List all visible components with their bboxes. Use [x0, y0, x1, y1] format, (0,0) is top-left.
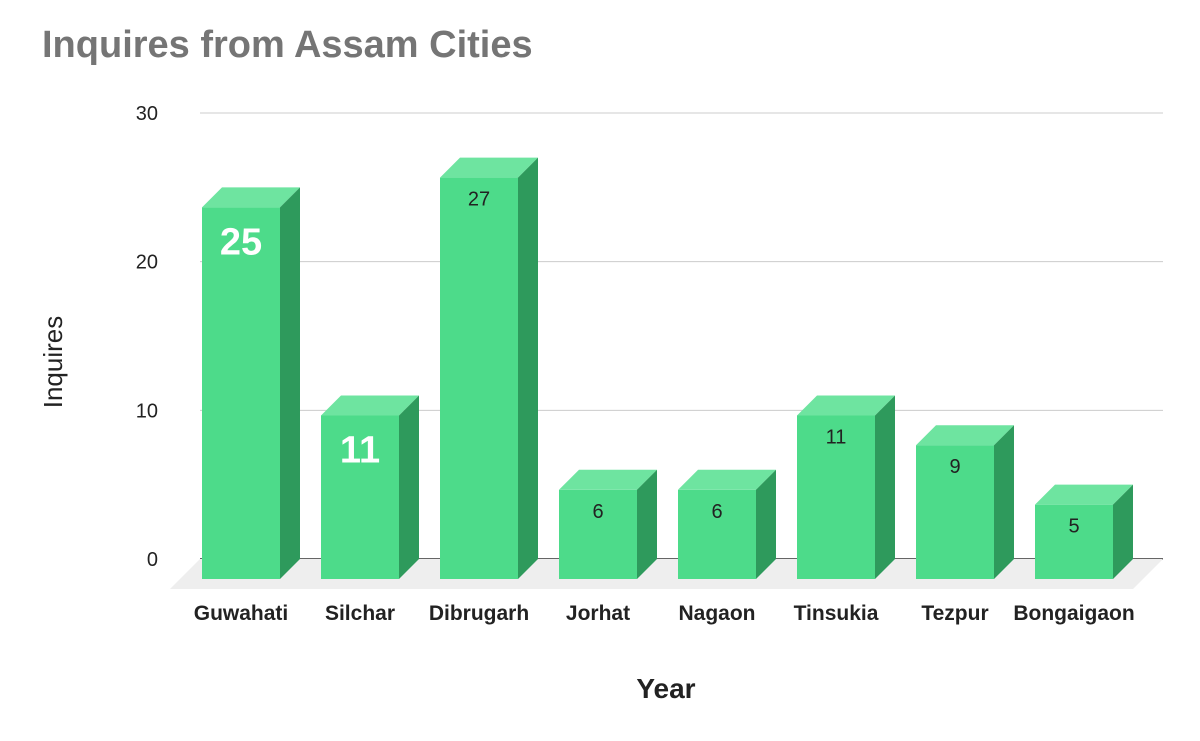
data-label: 11 — [826, 426, 847, 448]
y-tick-label: 10 — [136, 400, 158, 422]
data-label: 9 — [949, 456, 960, 478]
bar-front — [202, 207, 280, 580]
bar — [916, 425, 1014, 579]
data-label: 5 — [1068, 516, 1079, 538]
bar-top — [440, 157, 538, 178]
x-tick-label: Tinsukia — [794, 602, 879, 625]
data-label: 25 — [220, 221, 262, 263]
x-tick-label: Nagaon — [678, 602, 755, 625]
bar — [559, 469, 657, 579]
bars-layer — [202, 157, 1133, 580]
bar — [202, 187, 300, 580]
bar — [797, 395, 895, 579]
bar-front — [321, 415, 399, 579]
data-label: 11 — [340, 429, 380, 471]
y-axis-title: Inquires — [38, 316, 68, 409]
y-tick-label: 20 — [136, 252, 158, 274]
bar — [321, 395, 419, 579]
bar-top — [559, 469, 657, 490]
x-tick-label: Silchar — [325, 602, 395, 625]
bar-side — [280, 187, 300, 580]
bar-top — [916, 425, 1014, 446]
bar-top — [321, 395, 419, 416]
x-tick-label: Bongaigaon — [1013, 602, 1134, 625]
x-tick-label: Dibrugarh — [429, 602, 529, 625]
data-label: 6 — [592, 501, 603, 523]
bar-front — [559, 489, 637, 579]
bar-front — [440, 177, 518, 579]
chart-floor — [170, 559, 1163, 589]
bar-side — [756, 469, 776, 579]
y-tick-label: 0 — [147, 549, 158, 571]
bar-side — [399, 395, 419, 579]
bar — [440, 157, 538, 579]
bar-front — [916, 445, 994, 579]
bar-side — [1113, 484, 1133, 579]
bar-top — [797, 395, 895, 416]
x-tick-label: Tezpur — [921, 602, 988, 625]
bar-front — [1035, 504, 1113, 579]
floor-layer — [170, 559, 1163, 589]
bar-side — [518, 157, 538, 579]
chart-title: Inquires from Assam Cities — [42, 24, 533, 66]
bar — [678, 469, 776, 579]
x-axis-title: Year — [636, 673, 695, 704]
bar-front — [678, 489, 756, 579]
bar-side — [875, 395, 895, 579]
bar-top — [678, 469, 776, 490]
bar-front — [797, 415, 875, 579]
x-tick-label: Jorhat — [566, 602, 630, 625]
bar-side — [994, 425, 1014, 579]
bar-top — [202, 187, 300, 208]
x-tick-label: Guwahati — [194, 602, 289, 625]
labels-layer: 0 10 20 30 25 Guwahati 11 Silchar 27 Dibrugarh 6 Jo… — [136, 103, 1135, 625]
bar-side — [637, 469, 657, 579]
data-label: 6 — [711, 501, 722, 523]
data-label: 27 — [468, 189, 490, 211]
bar-top — [1035, 484, 1133, 505]
y-tick-label: 30 — [136, 103, 158, 125]
bar — [1035, 484, 1133, 579]
